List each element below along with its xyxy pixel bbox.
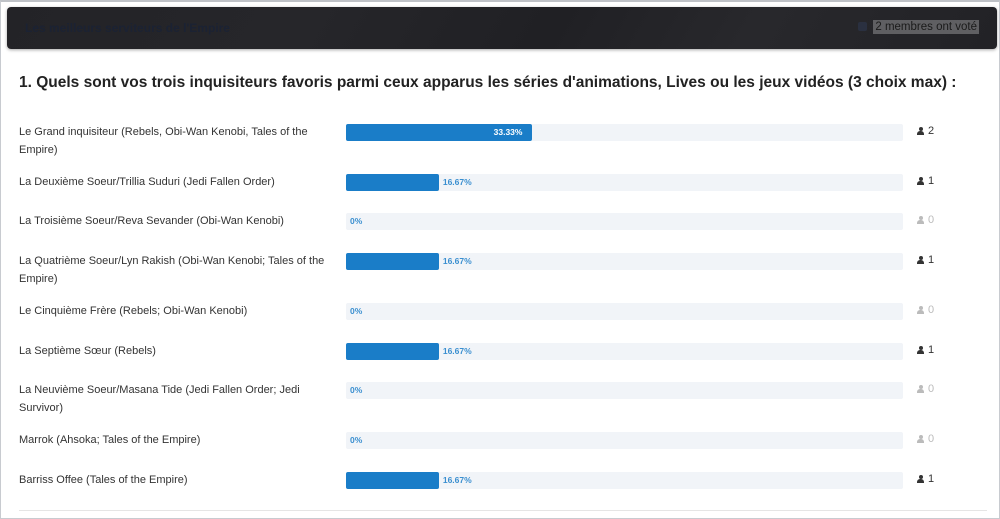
vote-number: 1 (928, 175, 935, 187)
option-label: La Septième Sœur (Rebels) (19, 345, 156, 357)
result-bar-fill (346, 343, 439, 360)
user-icon (917, 346, 924, 354)
vote-count: 1 (917, 473, 934, 485)
user-icon (917, 216, 924, 224)
vote-number: 1 (928, 344, 935, 356)
vote-count: 2 (917, 125, 934, 137)
result-bar: 16.67% (346, 343, 903, 360)
question-title: 1. Quels sont vos trois inquisiteurs fav… (19, 74, 957, 91)
percent-label: 33.33% (493, 127, 523, 137)
user-icon (917, 306, 924, 314)
percent-label: 16.67% (442, 475, 472, 485)
option-label: Marrok (Ahsoka; Tales of the Empire) (19, 434, 201, 446)
vote-number: 1 (928, 254, 935, 266)
vote-number: 0 (928, 383, 935, 395)
percent-label: 16.67% (442, 346, 472, 356)
vote-count: 1 (917, 254, 934, 266)
option-label: La Troisième Soeur/Reva Sevander (Obi-Wa… (19, 215, 284, 227)
user-icon (917, 435, 924, 443)
result-bar: 16.67% (346, 472, 903, 489)
option-label: La Deuxième Soeur/Trillia Suduri (Jedi F… (19, 176, 275, 188)
option-label: Le Cinquième Frère (Rebels; Obi-Wan Keno… (19, 305, 248, 317)
percent-label: 0% (350, 435, 363, 445)
percent-label: 0% (350, 216, 363, 226)
percent-label: 16.67% (442, 256, 472, 266)
percent-label: 0% (350, 385, 363, 395)
vote-number: 0 (928, 304, 935, 316)
poll-header: Les meilleurs serviteurs de l'Empire 2 m… (7, 7, 997, 49)
vote-count: 1 (917, 344, 934, 356)
vote-number: 2 (928, 125, 935, 137)
user-icon (917, 256, 924, 264)
result-bar: 0% (346, 432, 903, 449)
check-icon (858, 22, 867, 31)
option-label: La Quatrième Soeur/Lyn Rakish (Obi-Wan K… (19, 255, 325, 285)
result-bar: 33.33% (346, 124, 903, 141)
vote-count: 0 (917, 304, 934, 316)
user-icon (917, 127, 924, 135)
vote-count: 1 (917, 175, 934, 187)
vote-number: 0 (928, 214, 935, 226)
poll-title: Les meilleurs serviteurs de l'Empire (25, 21, 230, 35)
user-icon (917, 177, 924, 185)
divider (19, 510, 987, 511)
vote-number: 1 (928, 473, 935, 485)
result-bar-fill (346, 472, 439, 489)
voter-count: 2 membres ont voté (873, 20, 979, 34)
result-bar: 0% (346, 213, 903, 230)
result-bar: 0% (346, 303, 903, 320)
result-bar: 0% (346, 382, 903, 399)
result-bar-fill (346, 253, 439, 270)
option-label: La Neuvième Soeur/Masana Tide (Jedi Fall… (19, 384, 300, 414)
user-icon (917, 385, 924, 393)
result-bar-fill (346, 174, 439, 191)
user-icon (917, 475, 924, 483)
percent-label: 16.67% (442, 177, 472, 187)
vote-count: 0 (917, 383, 934, 395)
vote-number: 0 (928, 433, 935, 445)
option-label: Le Grand inquisiteur (Rebels, Obi-Wan Ke… (19, 126, 308, 156)
result-bar: 16.67% (346, 174, 903, 191)
result-bar-fill (346, 124, 532, 141)
result-bar: 16.67% (346, 253, 903, 270)
option-label: Barriss Offee (Tales of the Empire) (19, 474, 188, 486)
percent-label: 0% (350, 306, 363, 316)
vote-count: 0 (917, 214, 934, 226)
vote-count: 0 (917, 433, 934, 445)
